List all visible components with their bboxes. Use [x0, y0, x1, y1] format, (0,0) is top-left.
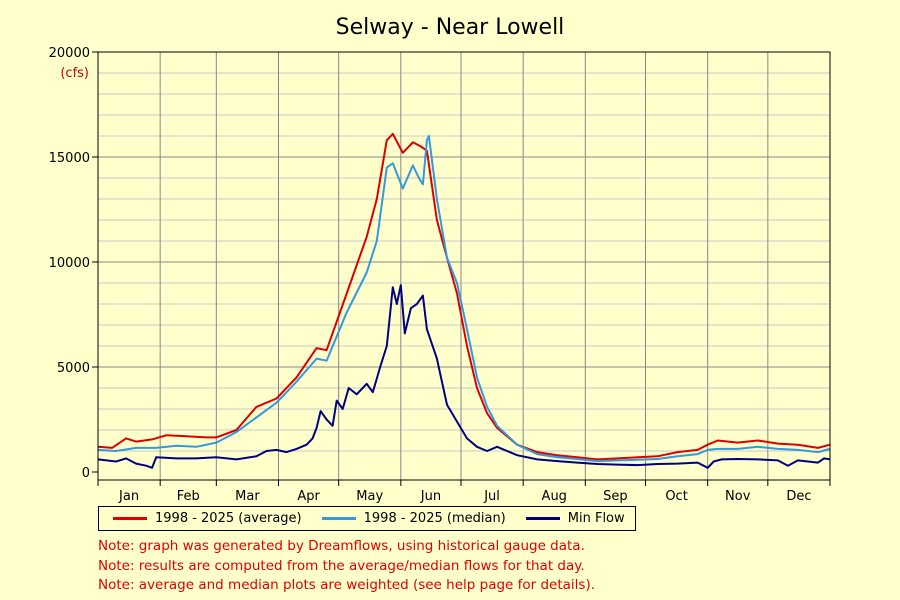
x-tick-label: Nov — [725, 489, 751, 504]
x-tick-label: Aug — [542, 489, 567, 504]
series-min-flow-line — [97, 284, 831, 469]
plot-frame — [97, 51, 831, 481]
legend: 1998 - 2025 (average) 1998 - 2025 (media… — [98, 506, 636, 531]
legend-item-min-flow: Min Flow — [525, 511, 625, 526]
legend-item-average: 1998 - 2025 (average) — [113, 511, 302, 526]
x-tick-label: Jul — [483, 489, 500, 504]
grid — [98, 52, 830, 480]
x-tick-label: Sep — [603, 489, 628, 504]
legend-label-average: 1998 - 2025 (average) — [155, 511, 302, 526]
x-tick-label: May — [356, 489, 383, 504]
legend-swatch-min-flow — [525, 517, 560, 520]
series-median-line — [97, 135, 831, 463]
x-tick-label: Dec — [786, 489, 811, 504]
x-tick-label: Mar — [235, 489, 260, 504]
legend-item-median: 1998 - 2025 (median) — [321, 511, 506, 526]
notes: Note: graph was generated by Dreamflows,… — [98, 537, 595, 596]
y-tick-label: 10000 — [49, 256, 90, 271]
x-tick-label: Apr — [297, 489, 320, 504]
x-tick-label: Jan — [118, 489, 139, 504]
legend-swatch-average — [113, 517, 147, 520]
axis-ticks: 0 5000 10000 15000 20000 Jan Feb Mar Apr May Jun Ju… — [49, 46, 831, 504]
note-1: Note: graph was generated by Dreamflows,… — [98, 538, 585, 554]
note-3: Note: average and median plots are weigh… — [98, 577, 596, 593]
note-2: Note: results are computed from the aver… — [98, 557, 585, 574]
x-tick-label: Feb — [177, 489, 200, 504]
y-tick-label: 15000 — [49, 151, 90, 166]
y-tick-label: 20000 — [49, 46, 90, 61]
series-layer — [97, 132, 831, 469]
legend-label-min-flow: Min Flow — [567, 511, 625, 526]
legend-label-median: 1998 - 2025 (median) — [363, 511, 506, 526]
series-average-line — [97, 132, 831, 461]
chart-title: Selway - Near Lowell — [336, 15, 565, 40]
y-tick-label: 5000 — [57, 361, 90, 376]
y-tick-label: 0 — [82, 466, 90, 481]
y-unit-label: (cfs) — [60, 66, 89, 81]
x-tick-label: Oct — [665, 489, 687, 504]
legend-swatch-median — [321, 517, 356, 520]
x-tick-label: Jun — [420, 489, 441, 504]
